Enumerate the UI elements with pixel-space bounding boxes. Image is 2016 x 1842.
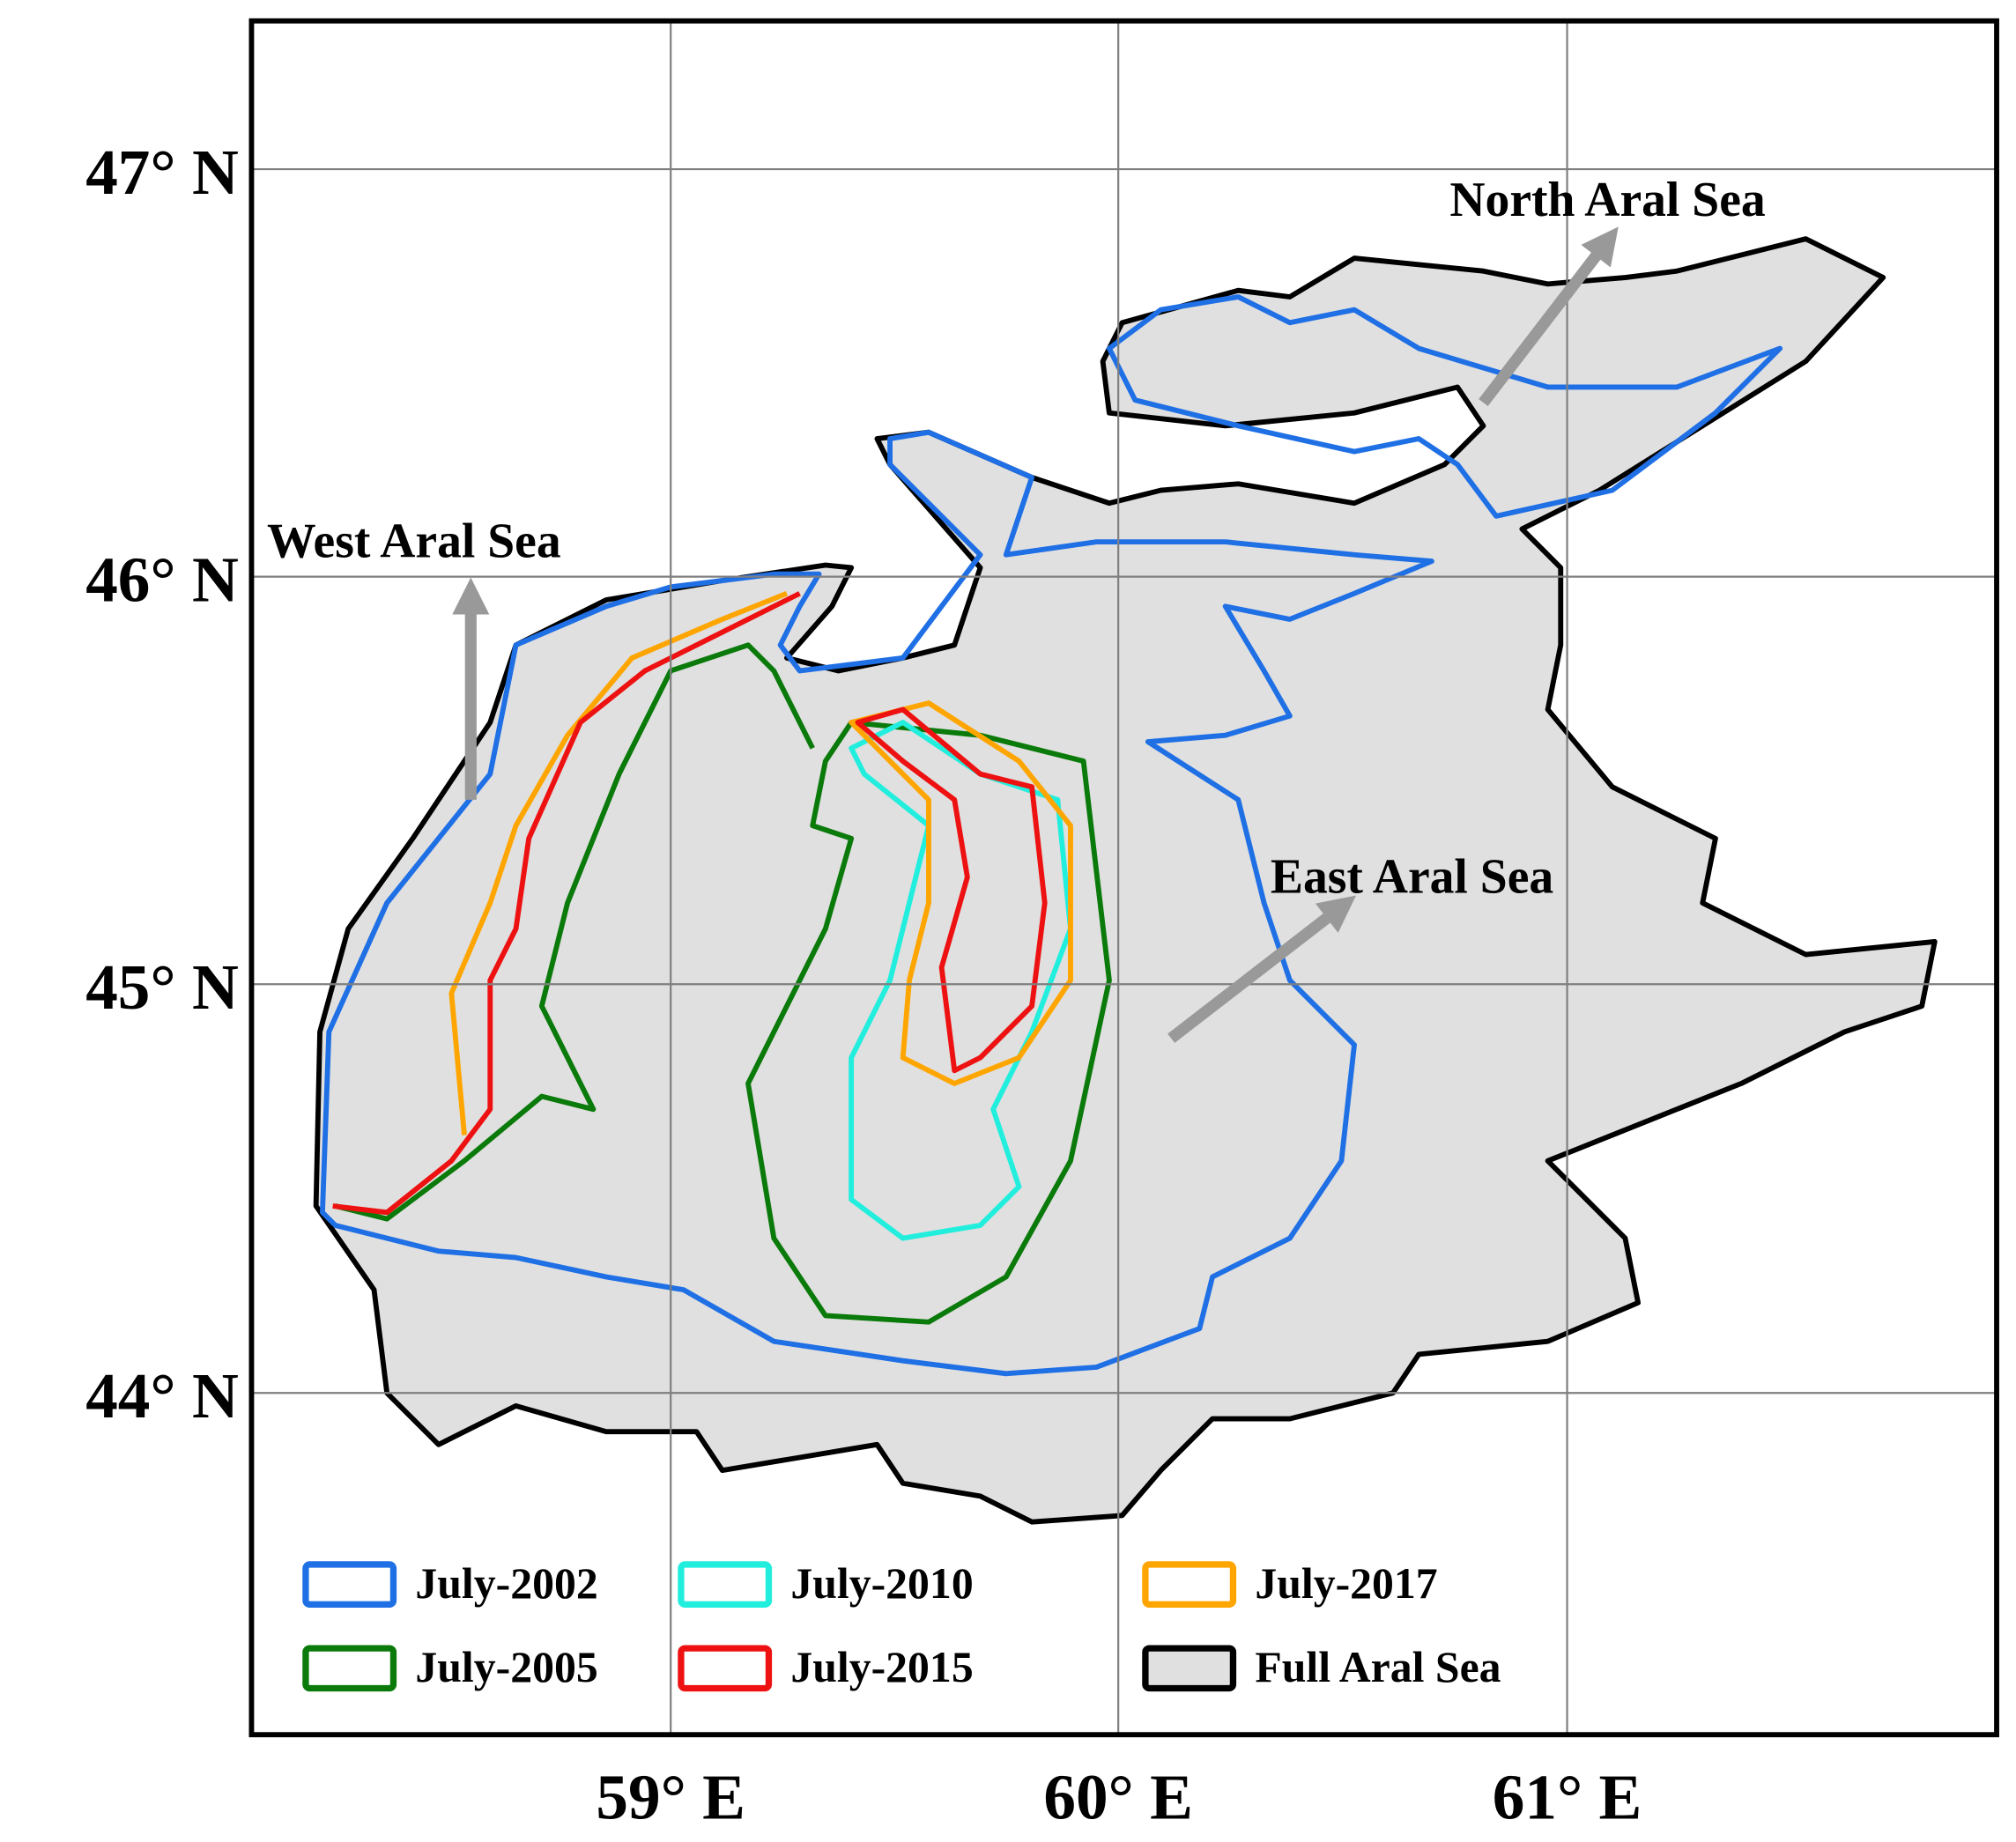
- legend-label: Full Aral Sea: [1255, 1643, 1501, 1691]
- legend-label: July-2017: [1255, 1559, 1437, 1608]
- legend-swatch: [678, 1645, 773, 1692]
- lat-label: 47° N: [85, 137, 239, 208]
- arrow: [1167, 895, 1357, 1043]
- legend: July-2002 July-2005 July-2010 July-2015 July…: [302, 1559, 1501, 1692]
- lat-label: 44° N: [85, 1360, 239, 1431]
- lon-label: 59° E: [596, 1761, 745, 1832]
- lon-label: 60° E: [1043, 1761, 1193, 1832]
- legend-swatch: [302, 1645, 397, 1692]
- legend-swatch: [678, 1561, 773, 1609]
- annotation: East Aral Sea: [1271, 849, 1553, 904]
- outline-2002-north: [1106, 294, 1783, 519]
- outline-2017-west: [448, 590, 789, 1136]
- outline-2005-west: [334, 642, 815, 1222]
- lon-labels: 59° E 60° E 61° E: [596, 1761, 1642, 1832]
- legend-swatch: [1142, 1561, 1237, 1609]
- outline-2002: [320, 429, 1434, 1377]
- legend-swatch: [1142, 1645, 1237, 1692]
- lat-labels: 47° N 46° N 45° N 44° N: [85, 137, 239, 1431]
- legend-label: July-2010: [790, 1559, 973, 1608]
- annotation: North Aral Sea: [1449, 173, 1765, 227]
- frame: [248, 18, 1999, 1738]
- sea-full: [313, 236, 1938, 1525]
- legend-label: July-2015: [790, 1643, 973, 1691]
- arrow: [1479, 226, 1619, 407]
- lat-label: 46° N: [85, 544, 239, 615]
- outline-2017: [849, 700, 1073, 1086]
- lat-label: 45° N: [85, 951, 239, 1023]
- outline-2015: [855, 706, 1048, 1074]
- legend-swatch: [302, 1561, 397, 1609]
- graticule: [251, 20, 1997, 1735]
- annotation: West Aral Sea: [267, 514, 561, 569]
- legend-label: July-2005: [415, 1643, 597, 1691]
- lon-label: 61° E: [1493, 1761, 1642, 1832]
- outline-2010: [849, 720, 1073, 1241]
- legend-label: July-2002: [415, 1559, 597, 1608]
